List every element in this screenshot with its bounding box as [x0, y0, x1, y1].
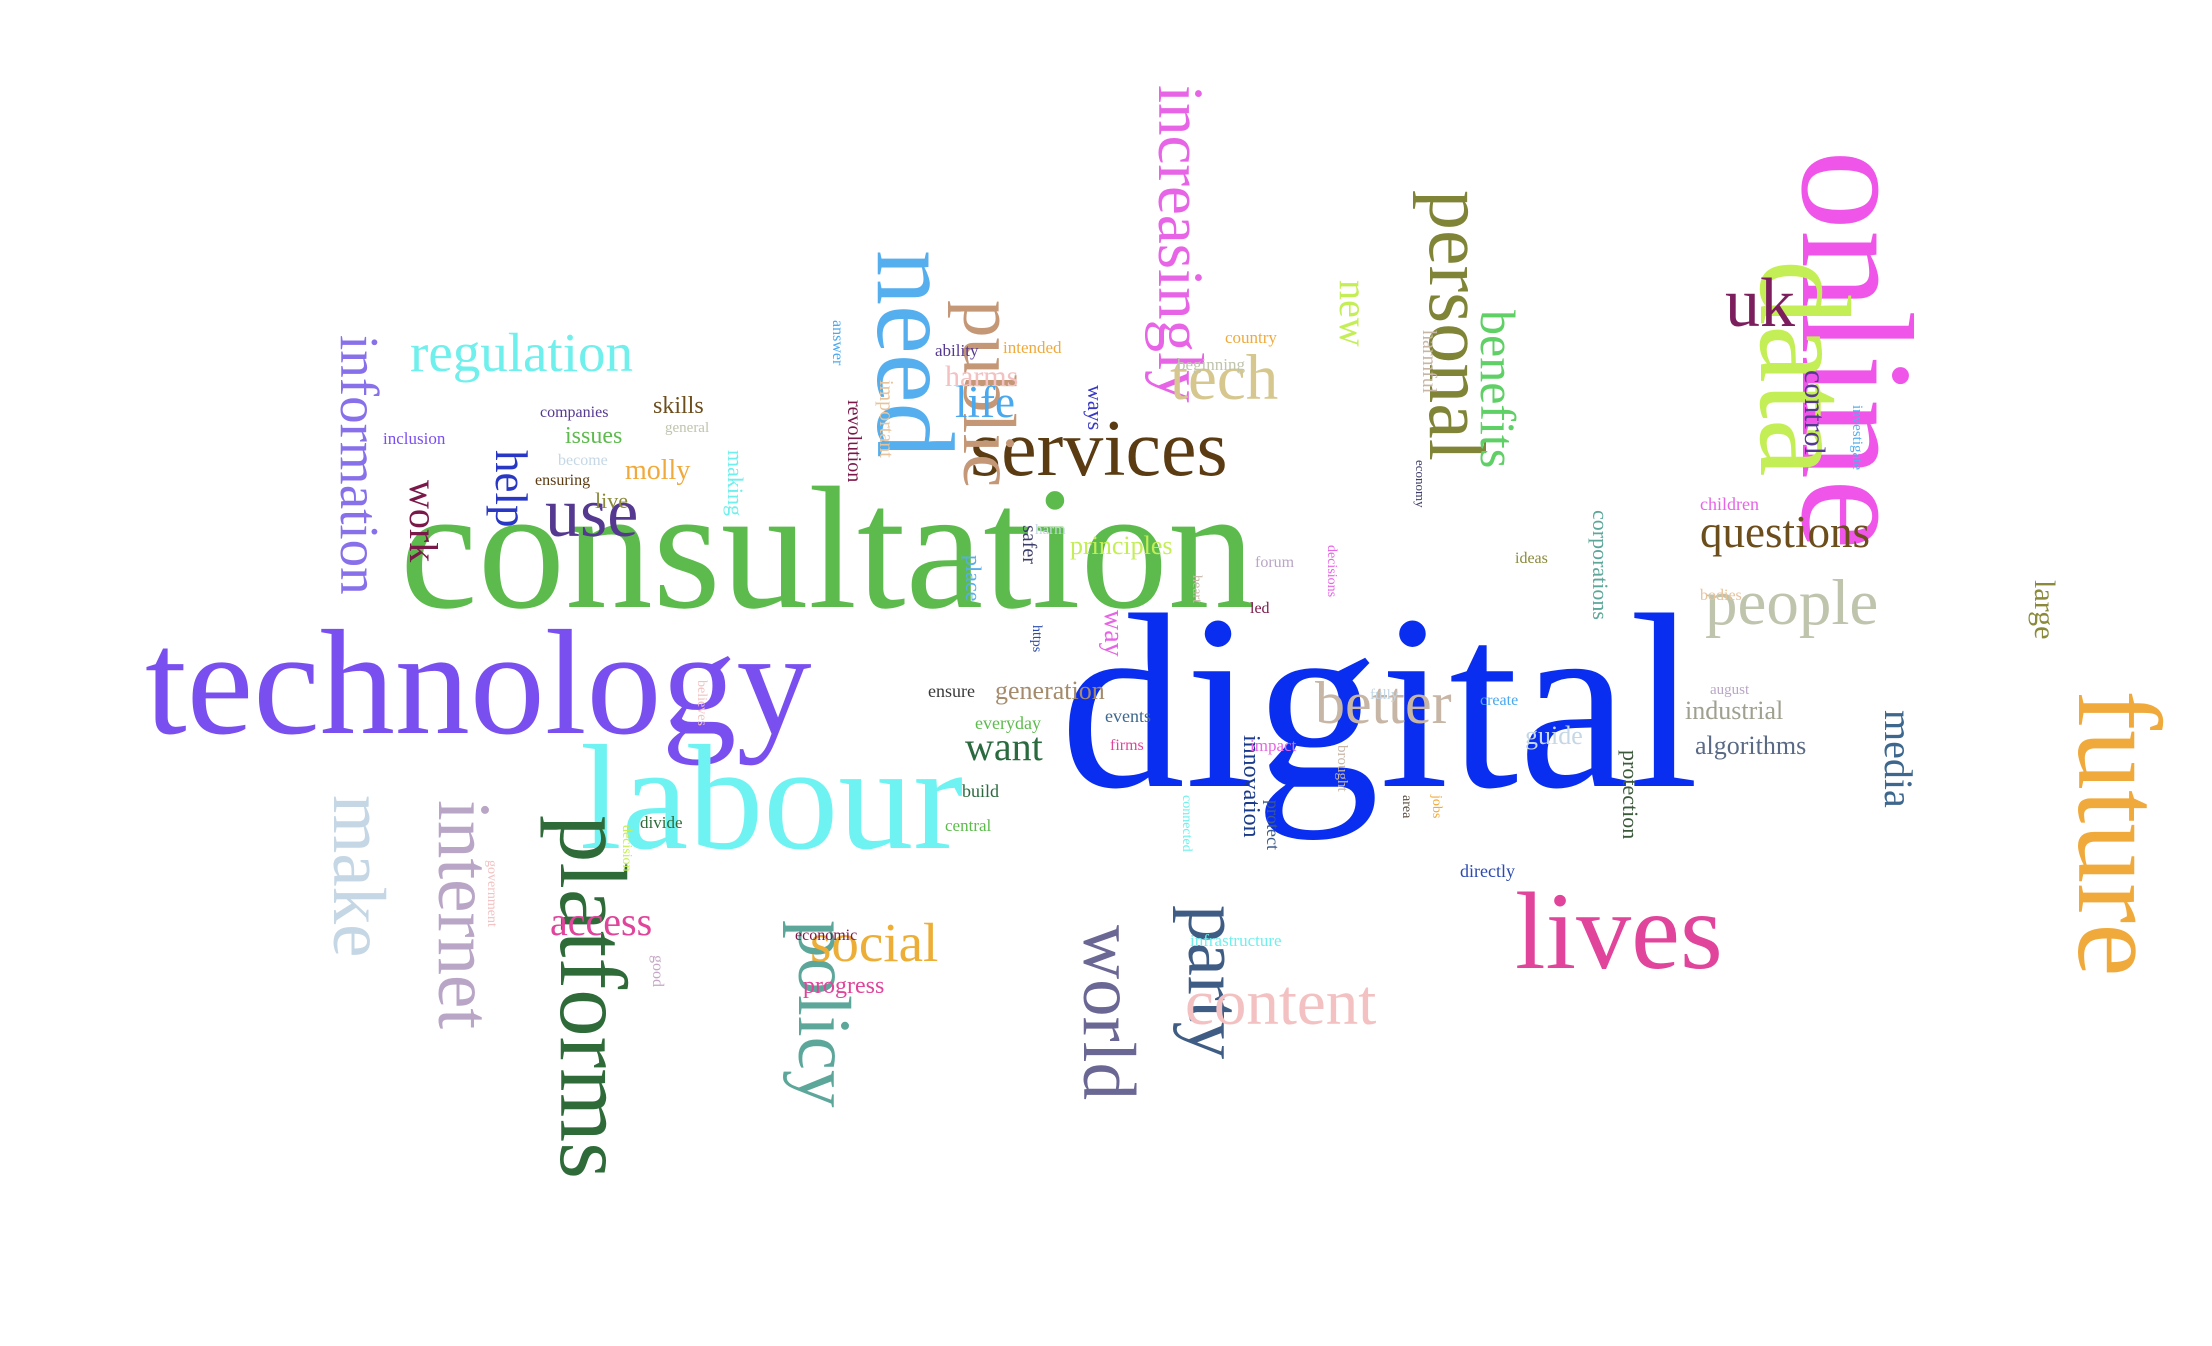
- word-corporations: corporations: [1587, 510, 1613, 620]
- word-use: use: [545, 474, 639, 552]
- word-fully: fully: [1370, 687, 1399, 704]
- word-children: children: [1700, 493, 1759, 514]
- word-general: general: [665, 420, 710, 437]
- word-good: good: [649, 955, 667, 987]
- word-companies: companies: [540, 403, 609, 421]
- word-generation: generation: [995, 676, 1105, 706]
- word-world: world: [1067, 925, 1151, 1100]
- word-beginning: beginning: [1177, 355, 1245, 375]
- word-answer: answer: [829, 320, 847, 366]
- word-questions: questions: [1700, 506, 1871, 557]
- word-country: country: [1225, 328, 1277, 348]
- word-harms: harms: [945, 359, 1019, 393]
- word-social: social: [810, 912, 939, 974]
- word-services: services: [970, 405, 1228, 493]
- word-technology: technology: [145, 599, 812, 766]
- word-consultation: consultation: [400, 451, 1256, 646]
- word-issues: issues: [565, 423, 623, 450]
- word-industrial: industrial: [1685, 696, 1784, 726]
- word-investigate: investigate: [1849, 405, 1866, 470]
- word-impact: impact: [1250, 736, 1297, 756]
- word-future: future: [2053, 690, 2186, 977]
- word-tech: tech: [1170, 341, 1279, 414]
- word-way: way: [1097, 610, 1129, 657]
- word-https: https: [1029, 625, 1045, 653]
- word-make: make: [317, 795, 401, 958]
- word-decisions: decisions: [1324, 545, 1340, 598]
- word-access: access: [550, 899, 653, 944]
- word-digital: digital: [1060, 563, 1699, 841]
- word-intended: intended: [1003, 338, 1062, 358]
- word-important: important: [875, 380, 897, 458]
- word-ability: ability: [935, 341, 979, 361]
- word-everyday: everyday: [975, 712, 1041, 733]
- word-led: led: [1250, 599, 1270, 617]
- word-control: control: [1797, 370, 1831, 455]
- word-central: central: [945, 816, 992, 836]
- word-ensuring: ensuring: [535, 471, 591, 489]
- word-create: create: [1480, 691, 1519, 709]
- word-place: place: [960, 555, 986, 602]
- word-work: work: [401, 480, 446, 563]
- word-harm: harm: [1035, 522, 1066, 539]
- word-government: government: [484, 860, 500, 927]
- word-uk: uk: [1725, 264, 1795, 342]
- word-revolution: revolution: [843, 400, 865, 483]
- word-ways: ways: [1082, 385, 1108, 431]
- word-protect: protect: [1263, 800, 1284, 850]
- word-skills: skills: [653, 393, 704, 420]
- word-heart: heart: [1189, 575, 1205, 603]
- word-people: people: [1705, 566, 1879, 639]
- word-jobs: jobs: [1429, 795, 1445, 819]
- word-ideas: ideas: [1515, 549, 1548, 567]
- word-principles: principles: [1070, 531, 1173, 561]
- word-lives: lives: [1515, 869, 1723, 992]
- word-divide: divide: [640, 813, 683, 833]
- word-believes: believes: [694, 680, 710, 726]
- word-decision: decision: [619, 825, 635, 872]
- word-new: new: [1331, 280, 1376, 347]
- word-build: build: [962, 780, 1000, 801]
- word-harmful: harmful: [1418, 330, 1440, 394]
- word-economy: economy: [1413, 460, 1429, 508]
- word-events: events: [1105, 705, 1151, 726]
- word-regulation: regulation: [410, 322, 633, 384]
- word-become: become: [558, 451, 608, 469]
- word-live: live: [595, 488, 628, 514]
- word-information: information: [329, 335, 391, 595]
- word-economic: economic: [795, 926, 858, 944]
- word-connected: connected: [1179, 795, 1195, 852]
- word-progress: progress: [803, 973, 885, 1000]
- word-benefits: benefits: [1469, 310, 1526, 469]
- word-better: better: [1315, 670, 1452, 736]
- word-infrastructure: infrastructure: [1190, 931, 1282, 951]
- word-firms: firms: [1110, 736, 1144, 754]
- word-help: help: [485, 450, 536, 528]
- word-guide: guide: [1525, 721, 1583, 751]
- word-labour: labour: [580, 714, 964, 881]
- word-algorithms: algorithms: [1695, 731, 1807, 761]
- word-area: area: [1399, 795, 1415, 819]
- word-media: media: [1876, 710, 1921, 808]
- word-forum: forum: [1255, 553, 1295, 571]
- word-inclusion: inclusion: [383, 429, 446, 449]
- word-life: life: [955, 376, 1015, 427]
- word-bodies: bodies: [1700, 586, 1742, 604]
- word-molly: molly: [625, 455, 691, 487]
- word-august: august: [1710, 682, 1750, 699]
- word-brought: brought: [1334, 745, 1351, 792]
- word-content: content: [1185, 966, 1377, 1039]
- word-want: want: [965, 724, 1043, 769]
- word-making: making: [722, 450, 748, 516]
- word-ensure: ensure: [928, 680, 975, 701]
- word-protection: protection: [1617, 750, 1643, 840]
- word-directly: directly: [1460, 860, 1515, 881]
- word-large: large: [2027, 580, 2061, 640]
